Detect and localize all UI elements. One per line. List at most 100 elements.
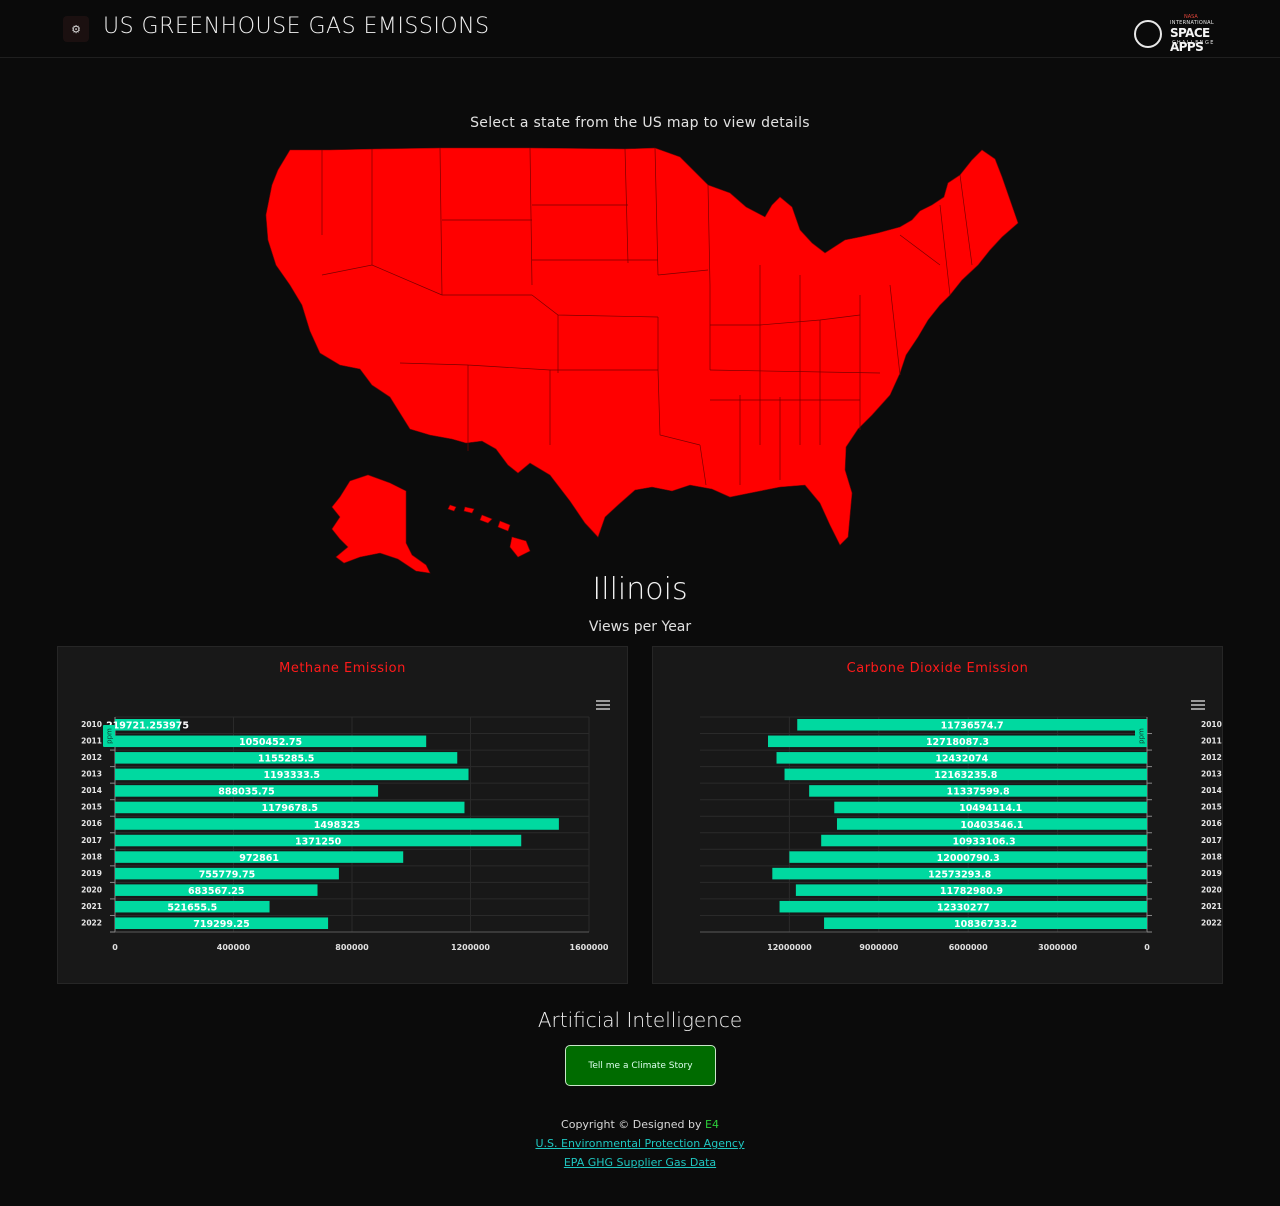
methane-chart-menu-icon[interactable] — [596, 700, 610, 710]
co2-category-label: 2011 — [1201, 737, 1222, 746]
methane-xtick-label: 1200000 — [451, 943, 490, 952]
space-apps-circle-icon — [1134, 20, 1162, 48]
co2-bar — [772, 867, 1147, 880]
methane-data-label: 1179678.5 — [261, 803, 318, 814]
methane-data-label: 683567.25 — [188, 886, 245, 897]
methane-category-label: 2012 — [81, 753, 102, 762]
co2-chart: 12000000 9000000 6000000 3000000 0 11736574.7… — [700, 716, 1222, 952]
co2-chart-panel: Carbone Dioxide Emission 12000000 9000000… — [652, 646, 1223, 984]
co2-bar — [795, 884, 1147, 896]
us-map[interactable] — [260, 145, 1030, 575]
state-region-contiguous-us[interactable] — [265, 147, 1019, 546]
methane-category-label: 2018 — [81, 852, 102, 861]
methane-data-label: 972861 — [239, 853, 279, 864]
co2-xtick-label: 12000000 — [767, 943, 812, 952]
designer-name[interactable]: E4 — [705, 1118, 719, 1131]
co2-xtick-label: 9000000 — [859, 943, 898, 952]
methane-data-label: 1050452.75 — [239, 737, 302, 748]
co2-data-label: 12718087.3 — [926, 737, 989, 748]
space-apps-name-text: SPACE APPS — [1170, 26, 1210, 54]
methane-category-label: 2013 — [81, 770, 102, 779]
co2-data-label: 12000790.3 — [937, 853, 1000, 864]
co2-xtick-label: 0 — [1144, 943, 1150, 952]
co2-category-label: 2018 — [1201, 852, 1222, 861]
co2-xtick-label: 3000000 — [1038, 943, 1077, 952]
state-region-hawaii-3[interactable] — [479, 514, 493, 524]
gear-icon[interactable]: ⚙ — [63, 16, 89, 42]
co2-data-label: 12432074 — [935, 754, 988, 765]
epa-ghg-data-link[interactable]: EPA GHG Supplier Gas Data — [563, 1156, 717, 1169]
methane-category-label: 2021 — [81, 902, 102, 911]
app-header: ⚙ US GREENHOUSE GAS EMISSIONS NASA INTER… — [0, 0, 1280, 58]
state-region-hawaii-1[interactable] — [447, 504, 457, 512]
state-region-hawaii-2[interactable] — [463, 506, 475, 514]
methane-bar — [115, 917, 329, 929]
methane-bar — [115, 752, 458, 764]
methane-unit-tag: ppm — [103, 725, 115, 747]
methane-bar — [115, 867, 339, 880]
methane-category-label: 2022 — [81, 918, 102, 927]
methane-bar — [115, 785, 379, 797]
co2-bar — [824, 917, 1147, 929]
methane-data-label: 1193333.5 — [264, 770, 321, 781]
co2-data-label: 11736574.7 — [941, 721, 1004, 732]
methane-data-label: 521655.5 — [167, 902, 217, 913]
methane-data-label: 888035.75 — [218, 787, 274, 798]
co2-data-label: 10403546.1 — [960, 820, 1023, 831]
co2-category-label: 2012 — [1201, 753, 1222, 762]
co2-bar — [768, 735, 1147, 748]
methane-chart-title: Methane Emission — [279, 661, 406, 676]
space-apps-nasa-text: NASA — [1184, 14, 1198, 20]
co2-category-label: 2014 — [1201, 786, 1222, 795]
state-region-hawaii-5[interactable] — [509, 536, 531, 558]
co2-grid — [700, 716, 1148, 933]
methane-category-label: 2010 — [81, 720, 102, 729]
co2-data-label: 10836733.2 — [954, 919, 1017, 930]
co2-data-label: 12573293.8 — [928, 869, 991, 880]
co2-data-label: 10933106.3 — [953, 836, 1016, 847]
co2-data-label: 11782980.9 — [940, 886, 1003, 897]
methane-category-label: 2015 — [81, 803, 102, 812]
methane-category-label: 2011 — [81, 737, 102, 746]
co2-data-label: 12330277 — [937, 902, 990, 913]
co2-bar — [821, 834, 1147, 847]
co2-bar — [789, 851, 1147, 863]
methane-data-label: 1498325 — [314, 820, 360, 831]
selected-state-name: Illinois — [592, 572, 688, 607]
co2-unit-tag-bg — [1135, 725, 1147, 747]
co2-category-label: 2016 — [1201, 819, 1222, 828]
co2-category-label: 2020 — [1201, 885, 1222, 894]
climate-story-button[interactable]: Tell me a Climate Story — [565, 1045, 716, 1086]
methane-chart: 0 400000 800000 1200000 1600000 219721.253975… — [81, 716, 609, 952]
methane-xtick-label: 800000 — [335, 943, 369, 952]
us-map-states — [265, 147, 1019, 574]
state-region-hawaii-4[interactable] — [497, 520, 511, 532]
footer-copyright: Copyright © Designed by E4 — [0, 1118, 1280, 1131]
methane-bar — [115, 884, 318, 896]
methane-bar — [115, 719, 181, 731]
space-apps-challenge-text: CHALLENGE — [1172, 40, 1215, 46]
page-title: US GREENHOUSE GAS EMISSIONS — [103, 14, 490, 39]
co2-category-label: 2017 — [1201, 836, 1222, 845]
space-apps-logo[interactable]: NASA INTERNATIONAL SPACE APPS CHALLENGE — [1134, 14, 1226, 54]
co2-chart-title: Carbone Dioxide Emission — [846, 661, 1029, 676]
co2-unit-label: ppm — [1138, 728, 1146, 744]
methane-xtick-label: 0 — [112, 943, 118, 952]
co2-bar — [784, 768, 1147, 781]
co2-data-label: 11337599.8 — [947, 787, 1010, 798]
methane-data-label: 1155285.5 — [258, 754, 315, 765]
methane-data-label: 755779.75 — [199, 869, 256, 880]
co2-bar — [834, 801, 1147, 814]
epa-link[interactable]: U.S. Environmental Protection Agency — [535, 1137, 745, 1150]
co2-chart-menu-icon[interactable] — [1191, 700, 1205, 710]
methane-xtick-label: 1600000 — [570, 943, 609, 952]
state-region-alaska[interactable] — [331, 474, 431, 574]
methane-data-label: 219721.253975 — [106, 721, 189, 732]
methane-bar — [115, 768, 469, 781]
co2-xtick-label: 6000000 — [949, 943, 988, 952]
co2-category-label: 2015 — [1201, 803, 1222, 812]
co2-category-label: 2019 — [1201, 869, 1222, 878]
methane-bar — [115, 834, 522, 847]
methane-category-label: 2019 — [81, 869, 102, 878]
copyright-text: Copyright © Designed by — [561, 1118, 705, 1131]
